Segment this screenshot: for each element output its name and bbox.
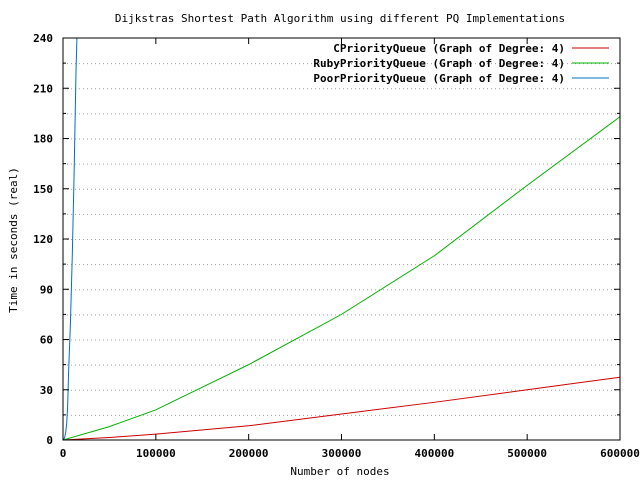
x-tick-label: 0: [60, 447, 67, 460]
series-lines: [63, 38, 620, 440]
y-tick-label: 120: [33, 233, 53, 246]
series-line-1: [63, 376, 620, 440]
x-tick-label: 400000: [414, 447, 454, 460]
y-tick-label: 210: [33, 82, 53, 95]
x-tick-label: 200000: [229, 447, 269, 460]
y-tick-label: 0: [46, 434, 53, 447]
y-tick-label: 60: [40, 334, 53, 347]
x-axis-label: Number of nodes: [290, 465, 389, 478]
x-tick-label: 500000: [507, 447, 547, 460]
series-line-3: [63, 38, 78, 440]
series-line-2: [63, 116, 620, 440]
legend-entry: PoorPriorityQueue (Graph of Degree: 4): [313, 72, 565, 85]
x-tick-label: 300000: [322, 447, 362, 460]
legend-entry: RubyPriorityQueue (Graph of Degree: 4): [313, 57, 565, 70]
chart-title: Dijkstras Shortest Path Algorithm using …: [115, 12, 565, 25]
y-tick-label: 180: [33, 133, 53, 146]
y-tick-label: 150: [33, 183, 53, 196]
axis-ticks: 0 30 60 90 120 150 180 210 240 0 100000 200000 30000…: [33, 32, 640, 460]
legend: CPriorityQueue (Graph of Degree: 4) RubyP…: [313, 42, 609, 85]
legend-entry: CPriorityQueue (Graph of Degree: 4): [333, 42, 565, 55]
gridlines: [63, 63, 620, 416]
y-axis-label: Time in seconds (real): [7, 167, 20, 313]
y-tick-label: 240: [33, 32, 53, 45]
y-tick-label: 90: [40, 283, 53, 296]
x-tick-label: 100000: [136, 447, 176, 460]
y-tick-label: 30: [40, 384, 53, 397]
plot-frame: [62, 37, 621, 441]
x-tick-label: 600000: [600, 447, 640, 460]
